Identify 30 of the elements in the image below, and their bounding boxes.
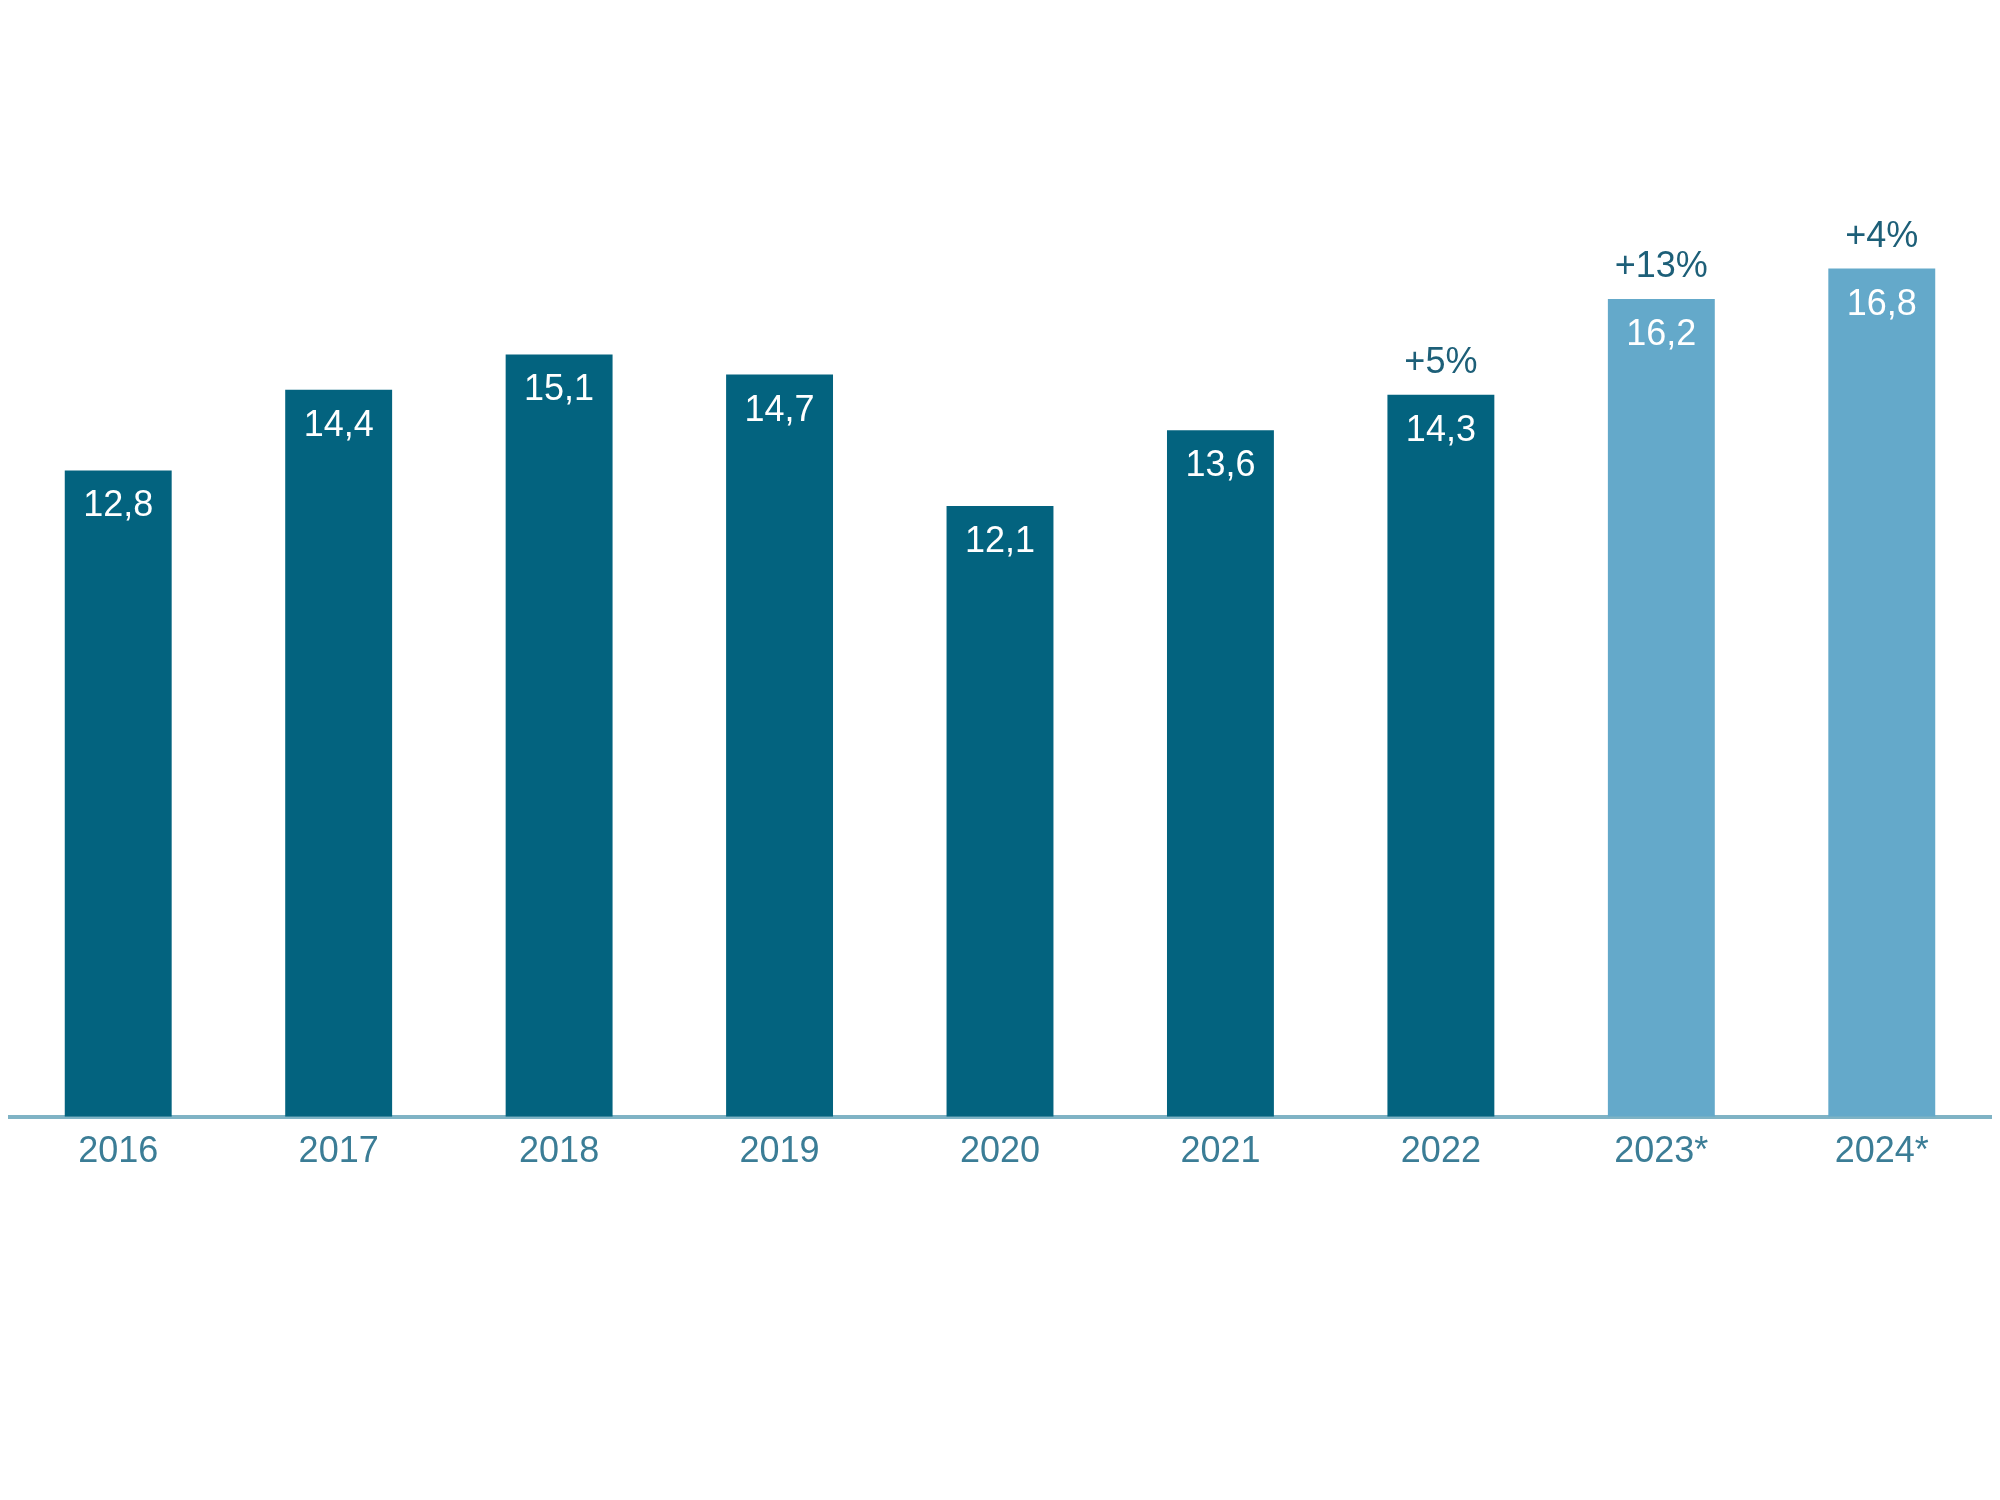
data-label: 12,1 [964, 518, 1036, 560]
x-tick-label: 2017 [298, 1129, 379, 1171]
data-label: 14,7 [744, 387, 815, 429]
bar [726, 374, 834, 1117]
data-label: 16,8 [1846, 281, 1917, 323]
bar [1387, 394, 1495, 1117]
bar [946, 505, 1054, 1117]
bar [505, 354, 613, 1117]
x-tick-label: 2019 [739, 1129, 820, 1171]
data-label: 12,8 [83, 483, 154, 525]
annotation: +13% [1614, 243, 1708, 285]
annotation: +4% [1845, 213, 1919, 255]
data-label: 15,1 [524, 367, 595, 409]
bar [1607, 298, 1715, 1117]
data-label: 14,3 [1405, 407, 1476, 449]
x-tick-label: 2020 [959, 1129, 1041, 1171]
x-tick-label: 2022 [1400, 1129, 1481, 1171]
data-label: 13,6 [1185, 443, 1256, 485]
bar [1828, 268, 1936, 1117]
x-tick-label: 2023* [1614, 1129, 1709, 1171]
x-tick-label: 2018 [519, 1129, 600, 1171]
data-label: 16,2 [1626, 311, 1697, 353]
bar [285, 389, 393, 1117]
bar [64, 470, 172, 1117]
x-tick-label: 2021 [1180, 1129, 1261, 1171]
data-label: 14,4 [303, 402, 374, 444]
x-tick-label: 2016 [78, 1129, 159, 1171]
x-tick-label: 2024* [1834, 1129, 1929, 1171]
annotation: +5% [1404, 339, 1478, 381]
bar [1166, 430, 1274, 1117]
